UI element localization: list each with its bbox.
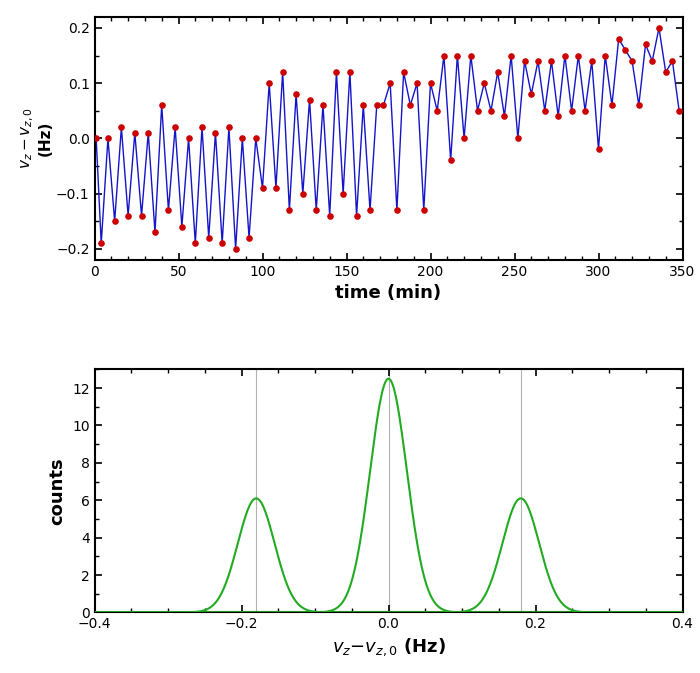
Point [391, 205, 402, 215]
Point [418, 205, 429, 215]
Point [102, 133, 113, 144]
Point [311, 205, 322, 215]
Point [284, 205, 295, 215]
Y-axis label: $v_z - v_{z,0}$
(Hz): $v_z - v_{z,0}$ (Hz) [20, 108, 53, 170]
Point [492, 67, 503, 77]
Point [499, 111, 510, 122]
Point [566, 106, 578, 116]
Point [620, 44, 631, 55]
Point [647, 56, 658, 67]
Y-axis label: counts: counts [48, 457, 66, 525]
Point [116, 122, 127, 133]
Point [660, 67, 671, 77]
Point [580, 106, 591, 116]
Point [324, 211, 335, 221]
Point [485, 106, 496, 116]
Point [505, 50, 517, 61]
Point [96, 238, 107, 249]
Point [634, 100, 645, 110]
Point [257, 182, 268, 193]
Point [653, 22, 664, 33]
Point [143, 127, 154, 138]
Point [244, 232, 255, 243]
Point [270, 182, 281, 193]
Point [264, 78, 275, 89]
Point [223, 122, 235, 133]
Point [109, 216, 120, 227]
Point [412, 78, 423, 89]
Point [466, 50, 477, 61]
Point [512, 133, 524, 144]
Point [432, 106, 443, 116]
Point [438, 50, 449, 61]
Point [358, 100, 369, 110]
Point [130, 127, 141, 138]
Point [533, 56, 544, 67]
Point [149, 227, 160, 238]
Point [290, 89, 302, 100]
Point [600, 50, 611, 61]
Point [237, 133, 248, 144]
Point [331, 67, 342, 77]
Point [371, 100, 382, 110]
X-axis label: time (min): time (min) [335, 285, 442, 302]
Point [169, 122, 181, 133]
Point [317, 100, 328, 110]
Point [136, 211, 147, 221]
Point [479, 78, 490, 89]
Point [351, 211, 362, 221]
Point [216, 238, 228, 249]
Point [176, 221, 188, 232]
Point [365, 205, 376, 215]
Point [519, 56, 530, 67]
Point [210, 127, 221, 138]
Point [613, 34, 624, 44]
Point [197, 122, 208, 133]
Point [559, 50, 570, 61]
Point [526, 89, 537, 100]
Point [337, 188, 349, 199]
Point [539, 106, 550, 116]
Point [586, 56, 597, 67]
Point [250, 133, 261, 144]
Point [593, 144, 604, 155]
Point [190, 238, 201, 249]
Point [163, 205, 174, 215]
Point [573, 50, 584, 61]
Point [606, 100, 617, 110]
Point [673, 106, 685, 116]
Point [230, 244, 241, 254]
Point [425, 78, 436, 89]
X-axis label: $v_z$$-$$v_{z,0}$ (Hz): $v_z$$-$$v_{z,0}$ (Hz) [332, 637, 445, 658]
Point [445, 155, 456, 166]
Point [546, 56, 557, 67]
Point [304, 94, 315, 105]
Point [122, 211, 134, 221]
Point [398, 67, 409, 77]
Point [344, 67, 356, 77]
Point [472, 106, 483, 116]
Point [298, 188, 309, 199]
Point [90, 133, 101, 144]
Point [378, 100, 389, 110]
Point [626, 56, 638, 67]
Point [552, 111, 564, 122]
Point [667, 56, 678, 67]
Point [384, 78, 395, 89]
Point [156, 100, 167, 110]
Point [452, 50, 463, 61]
Point [183, 133, 194, 144]
Point [640, 39, 651, 50]
Point [277, 67, 288, 77]
Point [405, 100, 416, 110]
Point [203, 232, 214, 243]
Point [458, 133, 470, 144]
